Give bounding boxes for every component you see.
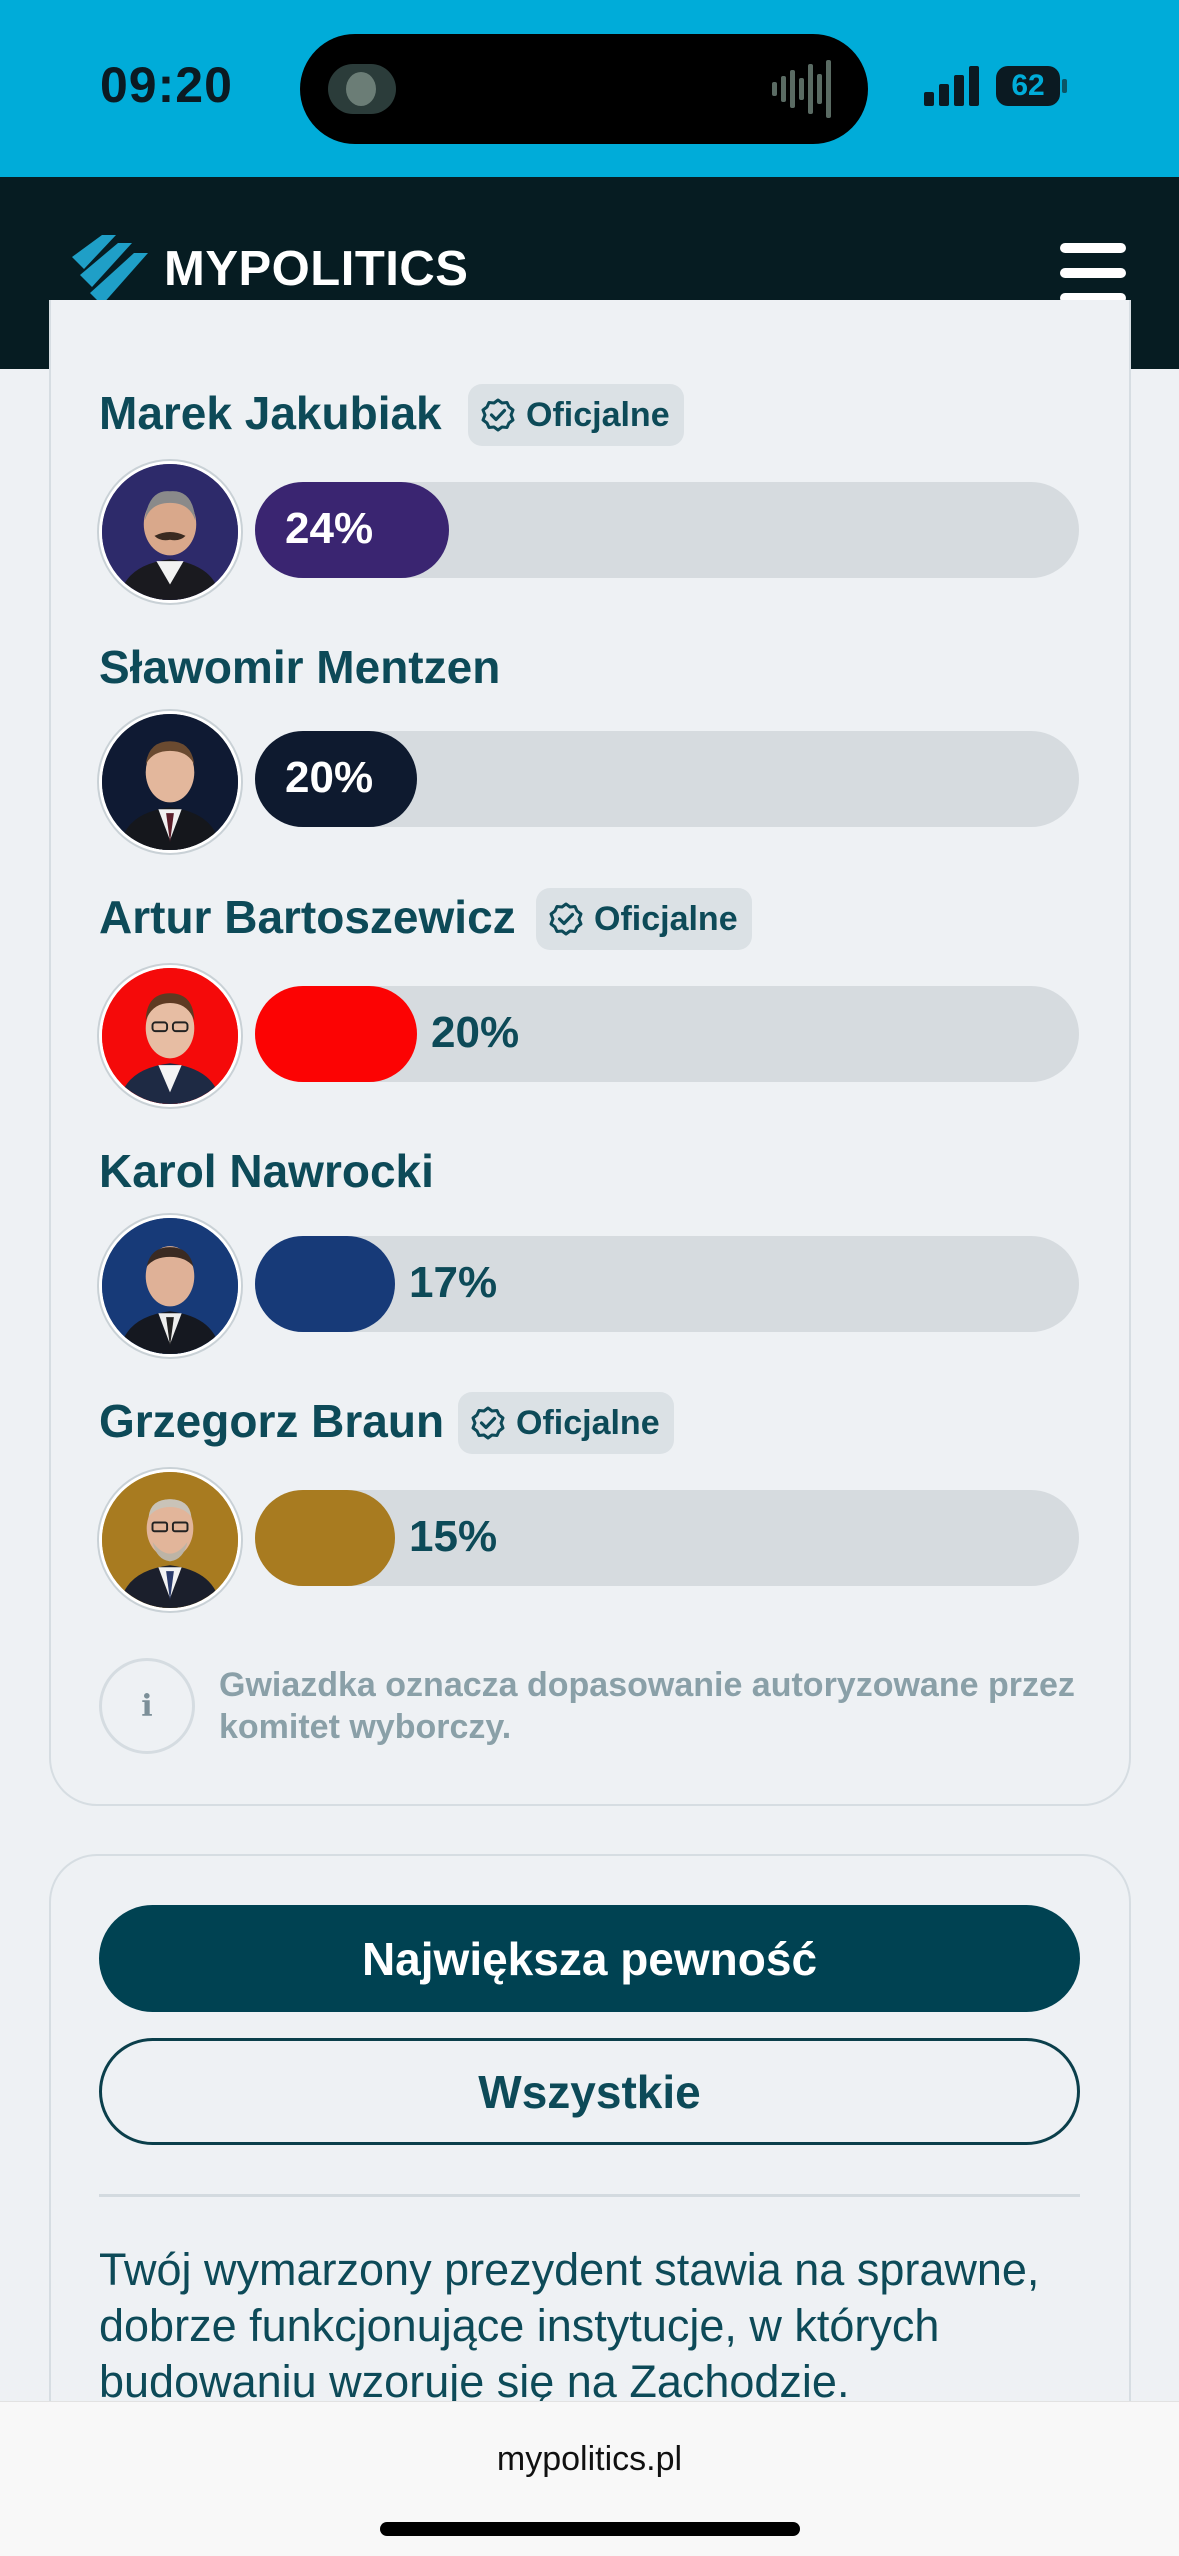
result-percent: 15% — [409, 1512, 498, 1561]
candidate-name: Karol Nawrocki — [99, 1145, 434, 1197]
candidate-avatar — [99, 461, 241, 603]
candidate-name: Artur Bartoszewicz — [99, 891, 516, 943]
browser-url-bar[interactable]: mypolitics.pl — [0, 2401, 1179, 2556]
result-bar-fill — [255, 1236, 395, 1332]
all-button[interactable]: Wszystkie — [99, 2038, 1080, 2145]
official-badge-label: Oficjalne — [526, 395, 670, 434]
candidate-name: Sławomir Mentzen — [99, 641, 501, 693]
candidate-avatar — [99, 965, 241, 1107]
audio-waveform-icon — [772, 60, 831, 118]
result-bar-track: 17% — [255, 1236, 1079, 1332]
official-badge-label: Oficjalne — [594, 899, 738, 938]
result-bar-track: 20% — [255, 986, 1079, 1082]
official-badge: Oficjalne — [468, 384, 684, 446]
candidate-avatar — [99, 1215, 241, 1357]
result-bar-fill — [255, 1490, 395, 1586]
verified-check-icon — [481, 398, 515, 432]
result-description: Twój wymarzony prezydent stawia na spraw… — [99, 2244, 1040, 2407]
result-percent: 20% — [431, 1008, 520, 1057]
official-badge: Oficjalne — [458, 1392, 674, 1454]
now-playing-artwork — [328, 64, 396, 114]
candidate-name: Grzegorz Braun — [99, 1395, 445, 1447]
battery-level: 62 — [1011, 69, 1045, 102]
candidate-avatar — [99, 1469, 241, 1611]
status-time: 09:20 — [100, 57, 233, 113]
cellular-signal-icon — [924, 66, 979, 106]
divider — [99, 2194, 1080, 2197]
logo-text[interactable]: MYPOLITICS — [164, 242, 469, 296]
official-badge-label: Oficjalne — [516, 1403, 660, 1442]
candidate-avatar — [99, 711, 241, 853]
url-text[interactable]: mypolitics.pl — [496, 2440, 683, 2478]
result-bar-fill — [255, 731, 417, 827]
result-bar-track: 15% — [255, 1490, 1079, 1586]
result-bar-track: 20% — [255, 731, 1079, 827]
status-bar: 09:20 62 — [0, 0, 1179, 177]
home-indicator[interactable] — [380, 2522, 800, 2536]
info-note: Gwiazdka oznacza dopasowanie autoryzowan… — [219, 1666, 1075, 1746]
battery-icon: 62 — [996, 66, 1068, 106]
result-bar-track: 24% — [255, 482, 1079, 578]
highest-certainty-button[interactable]: Największa pewność — [99, 1905, 1080, 2012]
verified-check-icon — [549, 902, 583, 936]
result-bar-fill — [255, 986, 417, 1082]
hamburger-menu-icon[interactable] — [1060, 243, 1126, 303]
official-badge: Oficjalne — [536, 888, 752, 950]
result-bar-fill — [255, 482, 449, 578]
result-percent: 17% — [409, 1258, 498, 1307]
verified-check-icon — [471, 1406, 505, 1440]
info-icon: i — [99, 1658, 195, 1754]
candidate-name: Marek Jakubiak — [99, 387, 442, 439]
result-percent: 20% — [285, 753, 374, 802]
result-percent: 24% — [285, 504, 374, 553]
dynamic-island[interactable] — [300, 34, 868, 144]
mypolitics-logo-icon[interactable] — [72, 235, 150, 311]
